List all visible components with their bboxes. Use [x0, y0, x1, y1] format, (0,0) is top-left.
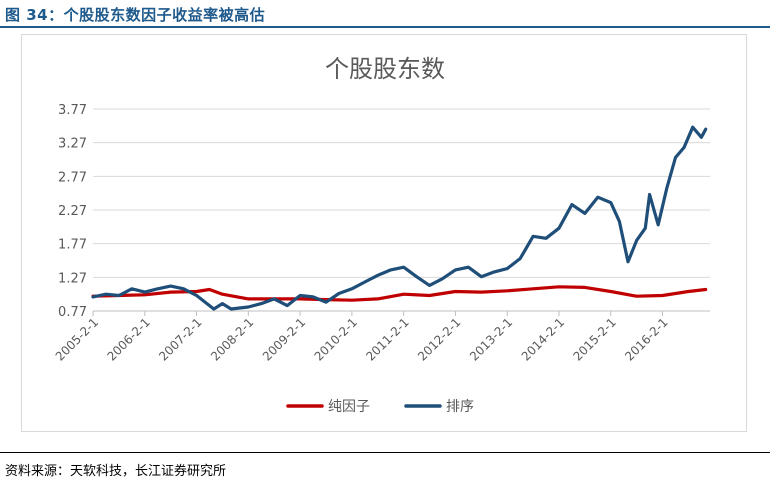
- gridlines: [93, 108, 710, 312]
- x-tick-label: 2005-2-1: [53, 315, 101, 363]
- y-tick-label: 3.27: [58, 137, 87, 152]
- x-tick-label: 2013-2-1: [467, 315, 515, 363]
- x-tick-label: 2009-2-1: [260, 315, 308, 363]
- x-tick-label: 2015-2-1: [570, 315, 618, 363]
- x-tick-label: 2014-2-1: [519, 315, 567, 363]
- chart-area: 个股股东数 0.77 1.27 1.77 2.27 2.77 3.27 3.77 2005-…: [21, 34, 747, 432]
- figure-title: 图 34：个股股东数因子收益率被高估: [5, 6, 266, 24]
- x-tick-label: 2012-2-1: [415, 315, 463, 363]
- series-line-纯因子: [91, 285, 708, 302]
- top-divider: [0, 26, 770, 28]
- y-tick-label: 1.77: [58, 238, 87, 253]
- x-axis-ticks: 2005-2-1 2006-2-1 2007-2-1 2008-2-1 2009-2-1…: [53, 311, 671, 364]
- source-note: 资料来源：天软科技，长江证券研究所: [5, 464, 227, 479]
- x-tick-label: 2007-2-1: [156, 315, 204, 363]
- series-line-排序: [91, 125, 708, 311]
- y-tick-label: 2.27: [58, 204, 87, 219]
- line-chart: 个股股东数 0.77 1.27 1.77 2.27 2.77 3.27 3.77 2005-…: [53, 55, 710, 415]
- y-tick-label: 0.77: [58, 305, 87, 320]
- bottom-divider: [0, 452, 770, 453]
- series-lines: [91, 125, 708, 311]
- x-tick-label: 2008-2-1: [208, 315, 256, 363]
- y-tick-label: 3.77: [58, 103, 87, 118]
- legend-label: 纯因子: [328, 399, 370, 415]
- legend-label: 排序: [446, 399, 474, 415]
- y-axis-ticks: 0.77 1.27 1.77 2.27 2.77 3.27 3.77: [58, 103, 87, 320]
- y-tick-label: 2.77: [58, 170, 87, 185]
- x-tick-label: 2016-2-1: [622, 315, 670, 363]
- x-tick-label: 2006-2-1: [104, 315, 152, 363]
- x-tick-label: 2011-2-1: [363, 315, 411, 363]
- x-tick-label: 2010-2-1: [312, 315, 360, 363]
- y-tick-label: 1.27: [58, 271, 87, 286]
- legend: 纯因子 排序: [286, 399, 474, 415]
- chart-title: 个股股东数: [325, 55, 445, 83]
